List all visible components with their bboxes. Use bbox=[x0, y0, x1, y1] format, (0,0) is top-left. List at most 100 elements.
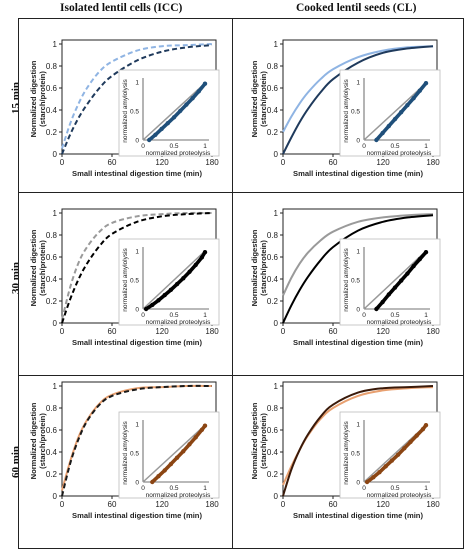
icc-30-y-tick-label-4: 0.8 bbox=[46, 231, 58, 240]
cl-15-y-tick-label-1: 0.2 bbox=[267, 128, 279, 137]
cl-60-y-tick-label-1: 0.2 bbox=[267, 470, 279, 479]
cl-15-inset-x-label: normalized proteolysis bbox=[367, 150, 432, 157]
icc-15-inset-x-label: normalized proteolysis bbox=[146, 150, 211, 157]
cl-60-inset-x-tick-label-0: 0 bbox=[362, 485, 366, 492]
cl-15-inset-point-5 bbox=[405, 103, 410, 108]
cl-15-inset-point-3 bbox=[392, 116, 398, 122]
icc-60-inset-trace bbox=[150, 423, 207, 484]
cl-15-x-tick-label-3: 180 bbox=[426, 158, 440, 167]
icc-30-inset-reference-line bbox=[142, 250, 206, 310]
icc-15-x-tick-label-3: 180 bbox=[205, 158, 219, 167]
cl-30-inset-point-7 bbox=[417, 256, 422, 262]
grid-line-mid bbox=[232, 18, 233, 548]
icc-15-y-label: Normalized digestion(starch/protein) bbox=[29, 60, 47, 137]
cl-15-inset-point-6 bbox=[411, 96, 416, 101]
cl-15-inset-point-2 bbox=[386, 123, 391, 129]
grid-line-left bbox=[18, 18, 19, 548]
icc-60-inset-x-tick-label-1: 0.5 bbox=[169, 485, 178, 492]
icc-30-y-tick-label-2: 0.4 bbox=[46, 275, 58, 284]
icc-30-x-tick-label-1: 60 bbox=[108, 327, 117, 336]
icc-15-inset-point-5 bbox=[178, 108, 183, 114]
grid-line-right bbox=[463, 18, 464, 548]
cl-60-inset-point-0 bbox=[364, 479, 370, 485]
cl-60-x-label: Small intestinal digestion time (min) bbox=[293, 511, 423, 520]
cl-30-inset-point-2 bbox=[386, 292, 391, 297]
icc-60-inset-point-5 bbox=[181, 449, 186, 454]
icc-30-y-label: Normalized digestion(starch/protein) bbox=[29, 229, 47, 306]
cl-30-inset-point-5 bbox=[405, 271, 410, 276]
icc-60-inset-x-tick-label-0: 0 bbox=[141, 485, 145, 492]
cl-30-inset-y-tick-label-0: 0 bbox=[356, 307, 360, 314]
cl-30-inset-x-label: normalized proteolysis bbox=[367, 319, 432, 326]
icc-30-inset-y-tick-label-1: 0.5 bbox=[130, 278, 139, 285]
icc-60-inset-point-0 bbox=[150, 479, 155, 485]
cl-30-inset-point-8 bbox=[423, 249, 429, 255]
grid-line-row2 bbox=[18, 375, 464, 376]
icc-60-y-label-line-1: Normalized digestion bbox=[29, 402, 38, 479]
icc-60-inset-point-4 bbox=[174, 455, 180, 460]
icc-60-x-tick-label-2: 120 bbox=[155, 500, 169, 509]
cl-15-y-tick-label-3: 0.6 bbox=[267, 84, 279, 93]
icc-15-inset-point-0 bbox=[147, 137, 152, 143]
icc-60-inset-point-1 bbox=[156, 474, 161, 479]
cl-30-inset-point-0 bbox=[374, 306, 379, 312]
icc-60-y-tick-label-0: 0 bbox=[53, 492, 58, 501]
icc-15-inset-x-tick-label-0: 0 bbox=[141, 143, 145, 150]
icc-60-inset-point-7 bbox=[193, 435, 198, 440]
cl-60-y-label: Normalized digestion(starch/protein) bbox=[250, 402, 268, 479]
cl-60-inset-point-3 bbox=[383, 464, 388, 469]
cl-15-inset-reference-line bbox=[363, 82, 427, 141]
icc-30-inset-point-6 bbox=[181, 276, 186, 281]
icc-60-y-tick-label-1: 0.2 bbox=[46, 470, 58, 479]
cl-60-y-label-line-1: Normalized digestion bbox=[250, 402, 259, 479]
icc-30-y-tick-label-5: 1 bbox=[53, 209, 58, 218]
cl-15-inset-x-tick-label-0: 0 bbox=[362, 143, 366, 150]
icc-60-series-1-line bbox=[61, 384, 213, 497]
cl-60-x-tick-label-1: 60 bbox=[329, 500, 338, 509]
icc-60-y-label: Normalized digestion(starch/protein) bbox=[29, 402, 47, 479]
cl-60-inset-point-10 bbox=[423, 422, 429, 428]
icc-30-inset-x-label: normalized proteolysis bbox=[146, 319, 211, 326]
icc-30-inset-point-5 bbox=[174, 281, 180, 287]
cl-30-series-0-line bbox=[282, 213, 434, 296]
icc-15-y-tick-label-2: 0.4 bbox=[46, 106, 58, 115]
icc-15-x-label: Small intestinal digestion time (min) bbox=[72, 169, 202, 178]
cl-30-y-tick-label-1: 0.2 bbox=[267, 297, 279, 306]
icc-15-inset-y-label: normalized amylolysis bbox=[122, 78, 129, 142]
cl-15-inset-x-tick-label-1: 0.5 bbox=[390, 143, 399, 150]
cl-60-inset-point-7 bbox=[408, 439, 413, 445]
cl-60-inset-point-8 bbox=[414, 433, 419, 438]
icc-15-y-tick-label-4: 0.8 bbox=[46, 62, 58, 71]
cl-15-inset-y-tick-label-0: 0 bbox=[356, 138, 360, 145]
icc-30-inset-y-label: normalized amylolysis bbox=[122, 247, 129, 311]
cl-15-inset-point-0 bbox=[374, 137, 379, 143]
cl-15-x-label: Small intestinal digestion time (min) bbox=[293, 169, 423, 178]
icc-15-y-tick-label-5: 1 bbox=[53, 40, 58, 49]
icc-30-inset-point-9 bbox=[199, 255, 205, 260]
icc-60-inset-point-3 bbox=[168, 461, 174, 467]
cl-15-inset-point-7 bbox=[417, 88, 422, 93]
icc-30-inset-point-2 bbox=[156, 298, 161, 303]
icc-60-y-tick-label-2: 0.4 bbox=[46, 448, 58, 457]
grid-line-row1 bbox=[18, 192, 464, 193]
icc-30-inset-point-10 bbox=[202, 249, 208, 255]
cl-30-series-1-line bbox=[282, 214, 434, 324]
cl-60-inset-y-tick-label-2: 1 bbox=[356, 422, 360, 429]
cl-60-inset-point-9 bbox=[420, 427, 426, 432]
icc-15-inset-reference-line bbox=[142, 82, 206, 141]
icc-15-inset-point-1 bbox=[153, 132, 158, 137]
cl-60-inset-y-label: normalized amylolysis bbox=[343, 420, 350, 484]
cl-60-inset-point-1 bbox=[371, 475, 376, 480]
icc-30-x-label: Small intestinal digestion time (min) bbox=[72, 338, 202, 347]
cl-60-x-tick-label-0: 0 bbox=[281, 500, 286, 509]
cl-30-inset-x-tick-label-0: 0 bbox=[362, 312, 366, 319]
cl-15-y-label-line-1: Normalized digestion bbox=[250, 60, 259, 137]
icc-30-inset-y-tick-label-2: 1 bbox=[135, 249, 139, 256]
icc-30-inset-x-tick-label-1: 0.5 bbox=[169, 312, 178, 319]
cl-30-x-tick-label-0: 0 bbox=[281, 327, 286, 336]
cl-60-inset-x-label: normalized proteolysis bbox=[367, 492, 432, 499]
icc-30-y-label-line-2: (starch/protein) bbox=[38, 240, 47, 296]
icc-30-inset-point-8 bbox=[193, 262, 198, 268]
cl-30-inset-x-tick-label-2: 1 bbox=[424, 312, 428, 319]
cl-60-x-tick-label-2: 120 bbox=[376, 500, 390, 509]
